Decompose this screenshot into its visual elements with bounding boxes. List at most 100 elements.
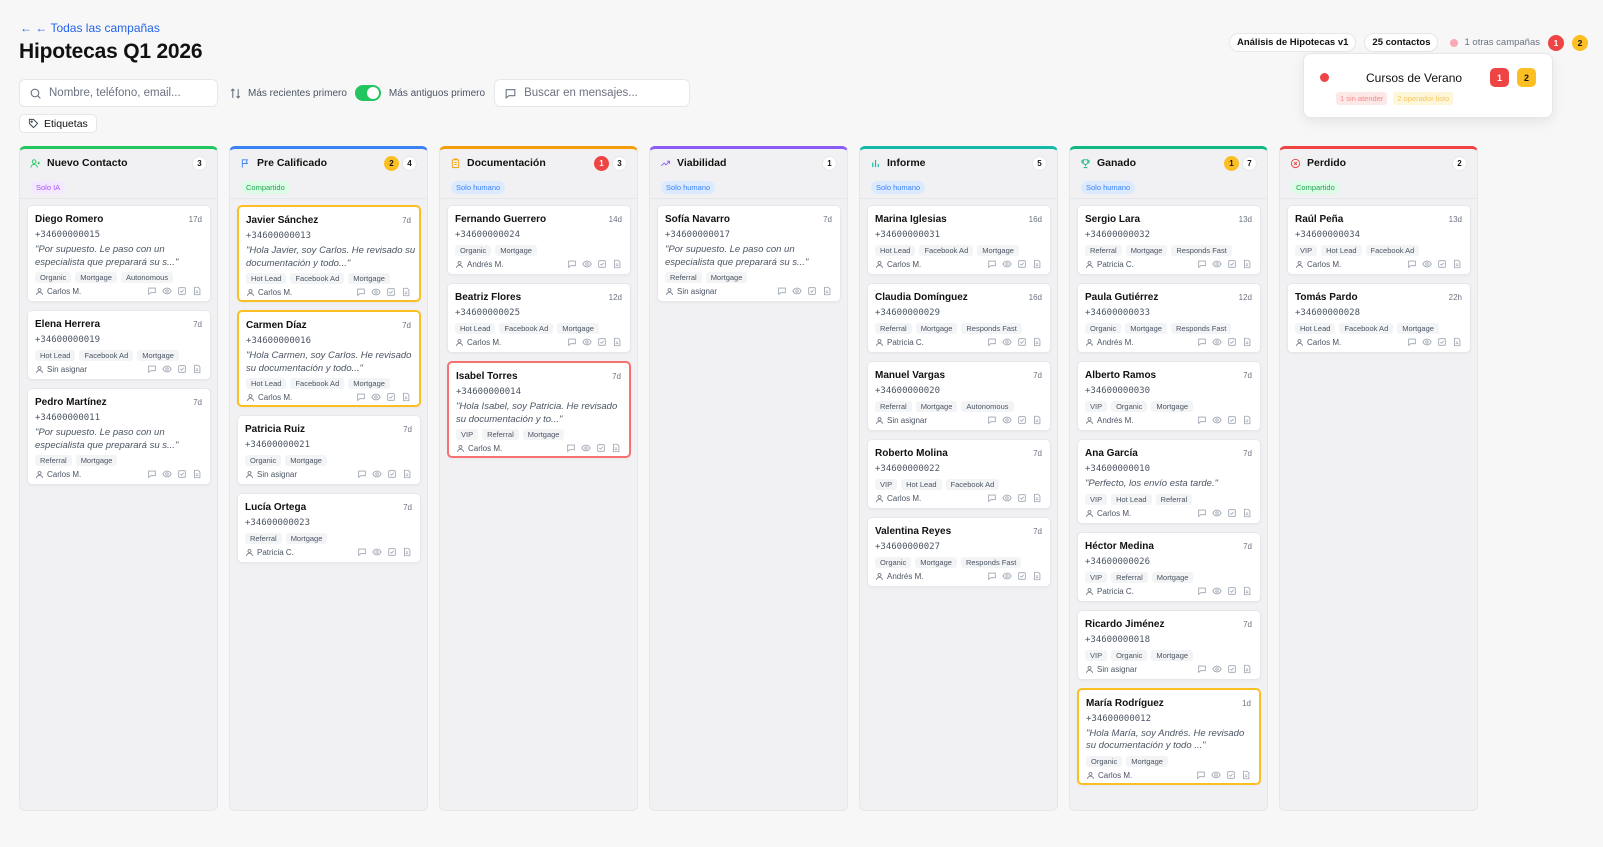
chat-icon[interactable]	[147, 469, 157, 479]
chat-icon[interactable]	[987, 259, 997, 269]
chat-icon[interactable]	[567, 337, 577, 347]
document-icon[interactable]	[1242, 508, 1252, 518]
document-icon[interactable]	[1242, 586, 1252, 596]
column-header[interactable]: Pre Calificado 2 4	[230, 149, 427, 177]
document-icon[interactable]	[1242, 337, 1252, 347]
contact-card[interactable]: Raúl Peña 13d +34600000034 VIP Hot Lead Faceb…	[1287, 205, 1471, 275]
sort-order-toggle[interactable]	[354, 85, 381, 101]
checkbox-icon[interactable]	[1017, 337, 1027, 347]
chat-icon[interactable]	[356, 287, 366, 297]
checkbox-icon[interactable]	[1227, 664, 1237, 674]
checkbox-icon[interactable]	[807, 286, 817, 296]
contact-name[interactable]: Sergio Lara	[1085, 214, 1141, 225]
eye-icon[interactable]	[1422, 337, 1432, 347]
document-icon[interactable]	[192, 364, 202, 374]
document-icon[interactable]	[612, 259, 622, 269]
chat-icon[interactable]	[357, 547, 367, 557]
other-campaigns-popover[interactable]: Cursos de Verano 1 2 1 sin atender 2 ope…	[1303, 53, 1553, 118]
document-icon[interactable]	[1452, 259, 1462, 269]
back-to-campaigns-link[interactable]: ← ← Todas las campañas	[20, 21, 160, 35]
eye-icon[interactable]	[1002, 493, 1012, 503]
contact-card[interactable]: Claudia Domínguez 16d +34600000029 Referral…	[867, 283, 1051, 353]
contact-card[interactable]: Diego Romero 17d +34600000015 "Por supuesto…	[27, 205, 211, 302]
campaign-name[interactable]: Cursos de Verano	[1366, 71, 1463, 85]
analysis-pill[interactable]: Análisis de Hipotecas v1	[1228, 33, 1357, 52]
other-campaigns-toggle[interactable]: 1 otras campañas	[1450, 37, 1540, 48]
contact-name[interactable]: Sofía Navarro	[665, 214, 731, 225]
chat-icon[interactable]	[357, 469, 367, 479]
document-icon[interactable]	[192, 469, 202, 479]
document-icon[interactable]	[401, 287, 411, 297]
contact-name[interactable]: Roberto Molina	[875, 448, 948, 459]
contact-card[interactable]: Carmen Díaz 7d +34600000016 "Hola Carmen, s…	[237, 310, 421, 407]
checkbox-icon[interactable]	[1226, 770, 1236, 780]
contact-card[interactable]: Patricia Ruiz 7d +34600000021 Organic Mortga…	[237, 415, 421, 485]
contact-name[interactable]: Lucía Ortega	[245, 502, 307, 513]
eye-icon[interactable]	[1212, 586, 1222, 596]
document-icon[interactable]	[1242, 664, 1252, 674]
chat-icon[interactable]	[1197, 415, 1207, 425]
document-icon[interactable]	[1032, 571, 1042, 581]
checkbox-icon[interactable]	[1227, 259, 1237, 269]
contact-card[interactable]: Isabel Torres 7d +34600000014 "Hola Isabel,…	[447, 361, 631, 458]
checkbox-icon[interactable]	[1017, 415, 1027, 425]
contact-card[interactable]: Tomás Pardo 22h +34600000028 Hot Lead Facebo…	[1287, 283, 1471, 353]
contact-card[interactable]: Pedro Martínez 7d +34600000011 "Por supuest…	[27, 388, 211, 485]
eye-icon[interactable]	[1212, 664, 1222, 674]
contact-card[interactable]: Beatriz Flores 12d +34600000025 Hot Lead Fac…	[447, 283, 631, 353]
contact-name[interactable]: María Rodríguez	[1086, 697, 1164, 709]
document-icon[interactable]	[402, 547, 412, 557]
contact-name[interactable]: Pedro Martínez	[35, 397, 107, 408]
chat-icon[interactable]	[1197, 664, 1207, 674]
eye-icon[interactable]	[1212, 415, 1222, 425]
contact-card[interactable]: Marina Iglesias 16d +34600000031 Hot Lead Fa…	[867, 205, 1051, 275]
contact-name[interactable]: Alberto Ramos	[1085, 370, 1157, 381]
chat-icon[interactable]	[356, 392, 366, 402]
contact-card[interactable]: Ana García 7d +34600000010 "Perfecto, los e…	[1077, 439, 1261, 524]
contact-card[interactable]: Paula Gutiérrez 12d +34600000033 Organic Mor…	[1077, 283, 1261, 353]
message-search-input[interactable]	[524, 87, 675, 99]
document-icon[interactable]	[612, 337, 622, 347]
sort-recent-label[interactable]: Más recientes primero	[248, 87, 347, 99]
contact-name[interactable]: Raúl Peña	[1295, 214, 1344, 225]
chat-icon[interactable]	[567, 259, 577, 269]
chat-icon[interactable]	[1407, 337, 1417, 347]
contact-card[interactable]: Alberto Ramos 7d +34600000030 VIP Organic Mor…	[1077, 361, 1261, 431]
checkbox-icon[interactable]	[1017, 571, 1027, 581]
eye-icon[interactable]	[582, 259, 592, 269]
contact-name[interactable]: Ricardo Jiménez	[1085, 618, 1165, 630]
document-icon[interactable]	[1032, 493, 1042, 503]
document-icon[interactable]	[822, 286, 832, 296]
eye-icon[interactable]	[372, 547, 382, 557]
eye-icon[interactable]	[792, 286, 802, 296]
document-icon[interactable]	[1032, 337, 1042, 347]
contact-card[interactable]: Elena Herrera 7d +34600000019 Hot Lead Faceb…	[27, 310, 211, 380]
eye-icon[interactable]	[1212, 508, 1222, 518]
eye-icon[interactable]	[162, 364, 172, 374]
contact-name[interactable]: Paula Gutiérrez	[1085, 292, 1159, 303]
contact-name[interactable]: Marina Iglesias	[875, 214, 947, 225]
column-header[interactable]: Ganado 1 7	[1070, 149, 1267, 177]
chat-icon[interactable]	[1407, 259, 1417, 269]
contact-card[interactable]: Ricardo Jiménez 7d +34600000018 VIP Organic M…	[1077, 609, 1261, 680]
contact-name[interactable]: Ana García	[1085, 448, 1138, 459]
eye-icon[interactable]	[581, 443, 591, 453]
sort-icon[interactable]	[229, 87, 242, 100]
checkbox-icon[interactable]	[1227, 586, 1237, 596]
eye-icon[interactable]	[1212, 337, 1222, 347]
checkbox-icon[interactable]	[387, 469, 397, 479]
contact-name[interactable]: Tomás Pardo	[1295, 292, 1358, 303]
contact-card[interactable]: Lucía Ortega 7d +34600000023 Referral Mortga…	[237, 493, 421, 563]
checkbox-icon[interactable]	[386, 287, 396, 297]
contact-card[interactable]: Fernando Guerrero 14d +34600000024 Organic M…	[447, 205, 631, 275]
column-header[interactable]: Nuevo Contacto 3	[20, 149, 217, 177]
eye-icon[interactable]	[582, 337, 592, 347]
contacts-count-pill[interactable]: 25 contactos	[1364, 33, 1439, 52]
checkbox-icon[interactable]	[386, 392, 396, 402]
contact-name[interactable]: Manuel Vargas	[875, 370, 946, 381]
contact-card[interactable]: Héctor Medina 7d +34600000026 VIP Referral Mo…	[1077, 531, 1261, 602]
chat-icon[interactable]	[1197, 586, 1207, 596]
document-icon[interactable]	[402, 469, 412, 479]
eye-icon[interactable]	[1002, 259, 1012, 269]
document-icon[interactable]	[1032, 259, 1042, 269]
